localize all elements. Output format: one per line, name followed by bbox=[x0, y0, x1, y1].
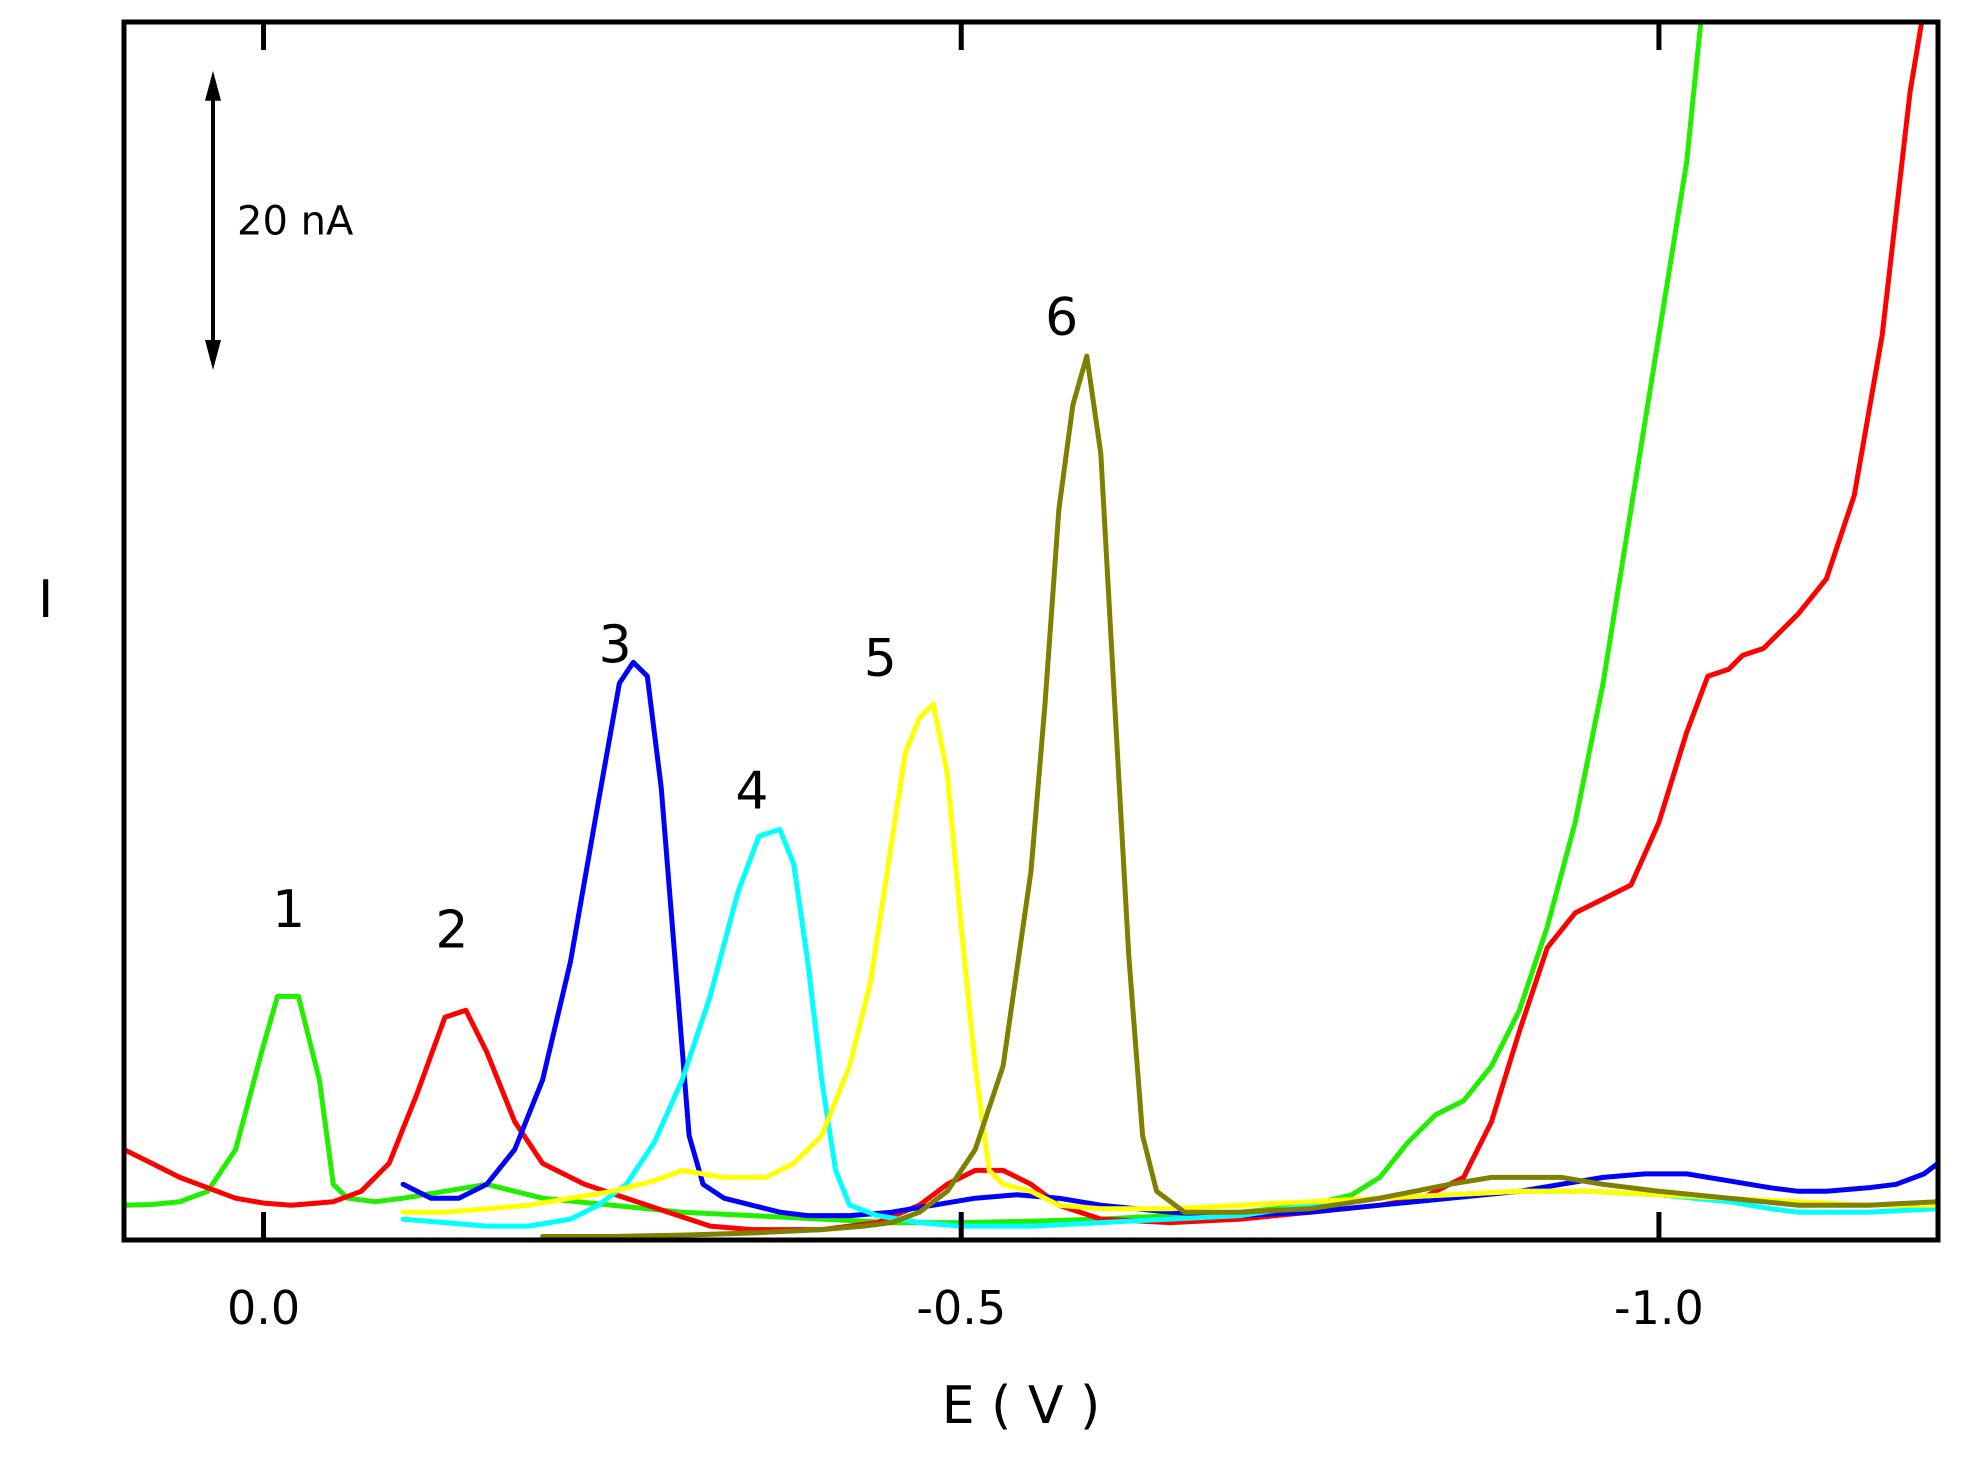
peak-label-4: 4 bbox=[735, 761, 768, 821]
plot-frame bbox=[121, 19, 1941, 1243]
series-line-1 bbox=[124, 22, 1704, 1226]
tick-layer: 0.0 -0.5 -1.0 bbox=[227, 22, 1704, 1335]
y-axis-label: I bbox=[38, 570, 53, 630]
series-layer bbox=[124, 22, 1938, 1239]
peak-label-1: 1 bbox=[272, 880, 305, 940]
series-line-5 bbox=[400, 701, 1938, 1215]
series-line-2 bbox=[124, 22, 1925, 1233]
series-line-4 bbox=[400, 826, 1938, 1229]
peak-label-2: 2 bbox=[435, 901, 468, 961]
peak-label-5: 5 bbox=[864, 629, 897, 689]
scale-arrow-up-icon bbox=[205, 70, 221, 101]
peak-label-3: 3 bbox=[599, 615, 632, 675]
scale-arrow-down-icon bbox=[205, 340, 221, 370]
x-tick-label-2: -1.0 bbox=[1614, 1281, 1704, 1335]
scale-bar-label: 20 nA bbox=[237, 198, 354, 244]
peak-label-6: 6 bbox=[1045, 288, 1078, 348]
x-tick-label-0: 0.0 bbox=[227, 1281, 300, 1335]
x-axis-label: E ( V ) bbox=[942, 1376, 1101, 1436]
peak-labels: 1 2 3 4 5 6 bbox=[272, 288, 1078, 960]
scale-bar: 20 nA bbox=[205, 70, 354, 370]
series-line-6 bbox=[540, 353, 1938, 1239]
series-line-3 bbox=[400, 659, 1938, 1219]
x-tick-label-1: -0.5 bbox=[916, 1281, 1006, 1335]
